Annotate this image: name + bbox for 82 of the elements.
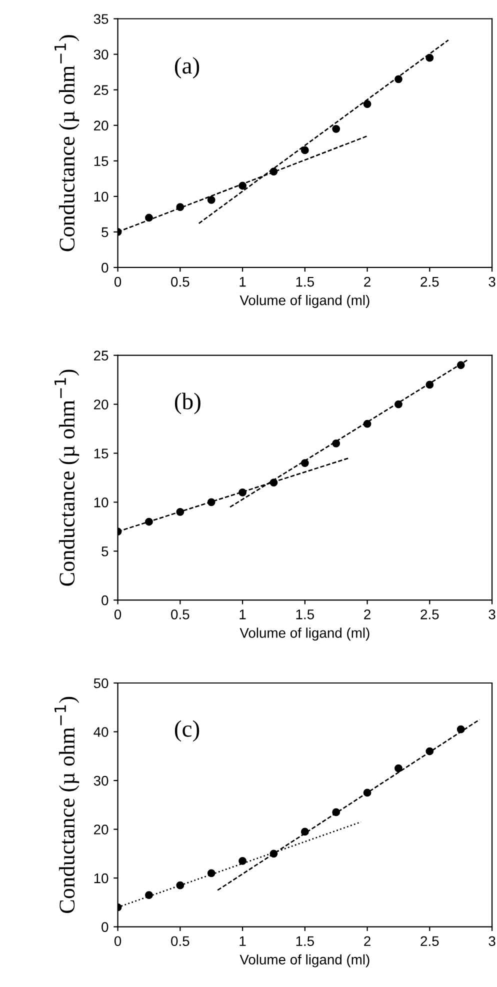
x-tick-label: 3 xyxy=(488,276,496,287)
y-tick-label: 40 xyxy=(94,727,108,737)
point xyxy=(207,498,216,506)
x-tick-label: 0.5 xyxy=(171,609,190,620)
y-tick-label: 10 xyxy=(94,192,108,202)
x-axis-title: Volume of ligand (ml) xyxy=(240,295,370,308)
x-tick-label: 2 xyxy=(364,936,370,946)
point xyxy=(332,124,340,133)
x-tick-label: 3 xyxy=(488,936,496,946)
point xyxy=(332,808,340,816)
point xyxy=(426,747,434,756)
x-tick-label: 2 xyxy=(364,609,370,620)
point xyxy=(300,146,309,154)
point xyxy=(238,857,246,865)
point xyxy=(145,518,153,526)
x-tick-label: 0 xyxy=(114,936,122,946)
point xyxy=(238,182,246,190)
x-tick-label: 0.5 xyxy=(171,936,190,946)
point xyxy=(145,214,153,222)
point xyxy=(176,508,184,516)
y-tick-label: 5 xyxy=(102,227,108,238)
x-tick-label: 0 xyxy=(114,276,122,287)
x-tick-label: 0.5 xyxy=(171,276,190,287)
y-tick-label: 0 xyxy=(102,595,108,606)
x-axis-title: Volume of ligand (ml) xyxy=(240,954,370,968)
x-tick-label: 3 xyxy=(488,609,496,620)
point xyxy=(145,891,153,900)
x-tick-label: 1.5 xyxy=(296,610,314,620)
point xyxy=(456,725,465,734)
point xyxy=(270,168,278,176)
point xyxy=(426,54,434,62)
point xyxy=(300,828,309,836)
y-tick-label: 30 xyxy=(94,776,108,786)
x-tick-label: 2 xyxy=(364,276,370,287)
point xyxy=(363,100,372,108)
point xyxy=(300,459,309,467)
point xyxy=(207,196,216,204)
annotation: (c) xyxy=(174,720,200,742)
y-tick-label: 20 xyxy=(94,400,108,410)
x-tick-label: 1 xyxy=(240,936,246,946)
y-tick-label: 35 xyxy=(94,14,108,24)
point xyxy=(238,488,246,496)
x-tick-label: 2.5 xyxy=(420,936,439,946)
y-tick-label: 0 xyxy=(102,922,108,932)
point xyxy=(394,75,402,84)
point xyxy=(394,400,402,408)
y-axis-title: Conductance (µ ohm$^{−1}$) xyxy=(54,370,80,586)
y-tick-label: 0 xyxy=(102,262,108,273)
point xyxy=(456,361,465,370)
y-tick-label: 25 xyxy=(94,85,108,95)
point xyxy=(207,869,216,878)
point xyxy=(363,788,372,797)
x-tick-label: 2.5 xyxy=(420,276,439,287)
point xyxy=(176,203,184,212)
y-tick-label: 10 xyxy=(94,498,108,508)
point xyxy=(270,478,278,487)
x-tick-label: 1 xyxy=(240,277,246,287)
point xyxy=(332,439,340,448)
point xyxy=(426,380,434,389)
x-tick-label: 0 xyxy=(114,609,122,620)
x-axis-title: Volume of ligand (ml) xyxy=(240,628,370,641)
point xyxy=(270,850,278,858)
y-tick-label: 10 xyxy=(94,873,108,884)
y-tick-label: 25 xyxy=(94,350,108,360)
x-tick-label: 1.5 xyxy=(296,277,314,287)
y-tick-label: 50 xyxy=(94,678,108,688)
point xyxy=(394,764,402,772)
y-axis-title: Conductance (µ ohm$^{−1}$) xyxy=(54,696,80,913)
y-tick-label: 15 xyxy=(94,156,108,166)
annotation: (b) xyxy=(174,392,200,414)
x-tick-label: 1.5 xyxy=(296,936,314,946)
point xyxy=(363,420,372,428)
annotation: (a) xyxy=(174,57,200,78)
x-tick-label: 2.5 xyxy=(420,609,439,620)
y-tick-label: 15 xyxy=(94,448,108,458)
y-tick-label: 20 xyxy=(94,120,108,131)
point xyxy=(176,881,184,890)
x-tick-label: 1 xyxy=(240,610,246,620)
y-axis-title: Conductance (µ ohm$^{−1}$) xyxy=(54,35,80,252)
y-tick-label: 20 xyxy=(94,824,108,834)
y-tick-label: 5 xyxy=(102,546,108,556)
y-tick-label: 30 xyxy=(94,50,108,60)
